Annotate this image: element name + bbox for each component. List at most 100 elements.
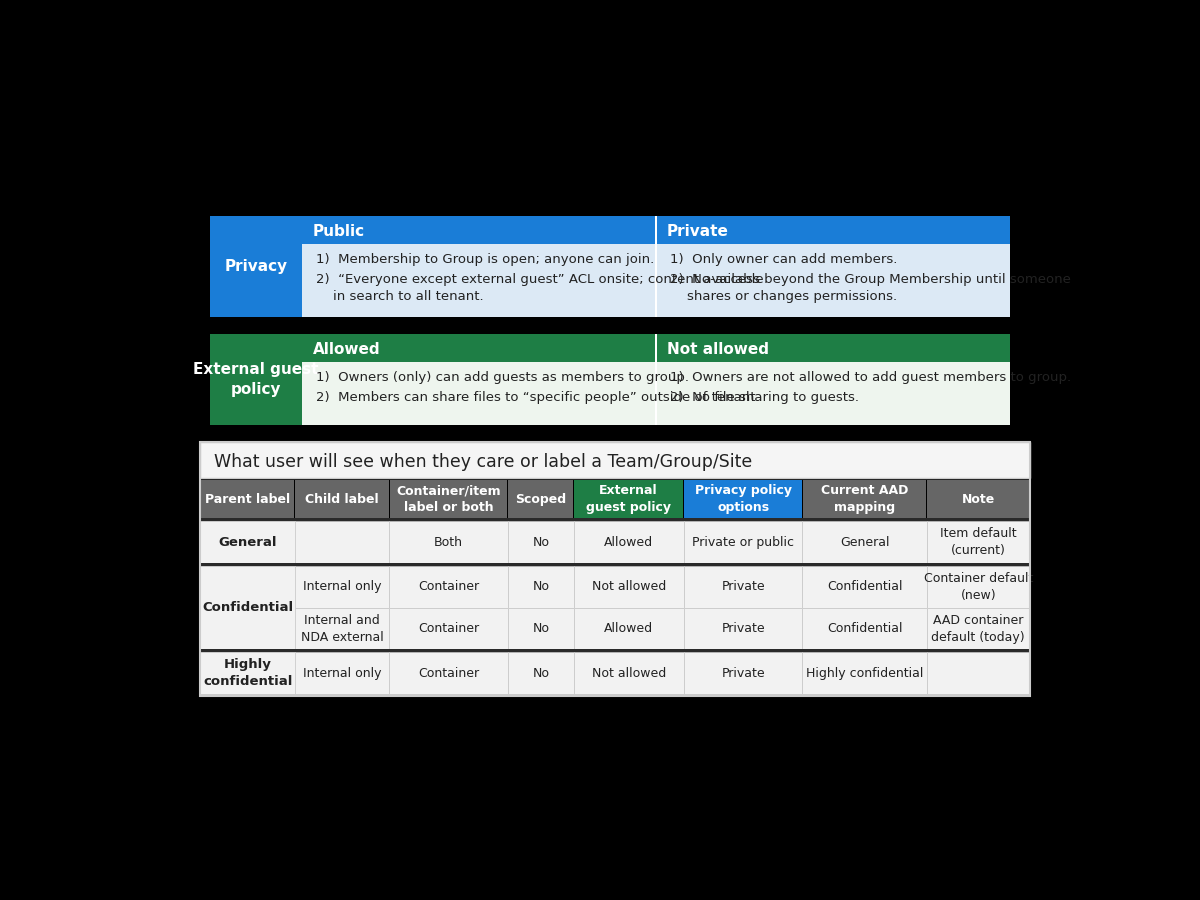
- Bar: [926, 566, 1030, 608]
- Text: 2)  Members can share files to “specific people” outside of tenant.: 2) Members can share files to “specific …: [316, 392, 760, 404]
- Bar: [656, 362, 1010, 425]
- Text: No: No: [533, 536, 550, 549]
- Bar: [656, 216, 1010, 244]
- Text: Private: Private: [721, 622, 764, 635]
- Bar: [200, 442, 1030, 696]
- Text: 1)  Owners are not allowed to add guest members to group.: 1) Owners are not allowed to add guest m…: [670, 372, 1072, 384]
- Text: External
guest policy: External guest policy: [586, 484, 671, 514]
- Bar: [655, 216, 656, 318]
- Bar: [508, 652, 574, 694]
- Bar: [574, 566, 684, 608]
- Text: Public: Public: [313, 223, 365, 238]
- Bar: [200, 566, 295, 649]
- Bar: [684, 652, 803, 694]
- Bar: [295, 480, 390, 518]
- Bar: [302, 362, 656, 425]
- Bar: [803, 521, 926, 563]
- Bar: [655, 335, 656, 425]
- Text: Private or public: Private or public: [692, 536, 794, 549]
- Bar: [926, 521, 1030, 563]
- Text: Private: Private: [667, 223, 728, 238]
- Bar: [574, 652, 684, 694]
- Bar: [200, 694, 1030, 696]
- Text: Not allowed: Not allowed: [592, 580, 666, 593]
- Text: What user will see when they care or label a Team/Group/Site: What user will see when they care or lab…: [215, 453, 752, 471]
- Bar: [200, 480, 295, 518]
- Bar: [200, 652, 295, 694]
- Text: Item default
(current): Item default (current): [940, 527, 1016, 557]
- Text: Current AAD
mapping: Current AAD mapping: [821, 484, 908, 514]
- Bar: [390, 521, 508, 563]
- Bar: [926, 608, 1030, 649]
- Text: No: No: [533, 580, 550, 593]
- Text: Scoped: Scoped: [515, 492, 566, 506]
- Bar: [200, 518, 1030, 521]
- Text: Internal only: Internal only: [302, 580, 382, 593]
- Bar: [803, 608, 926, 649]
- Text: Privacy: Privacy: [224, 259, 288, 274]
- Text: No: No: [533, 622, 550, 635]
- Bar: [295, 652, 390, 694]
- Text: Private: Private: [721, 667, 764, 680]
- Text: 1)  Membership to Group is open; anyone can join.: 1) Membership to Group is open; anyone c…: [316, 253, 654, 266]
- Text: Allowed: Allowed: [604, 536, 653, 549]
- Bar: [803, 566, 926, 608]
- Bar: [295, 566, 390, 608]
- Bar: [574, 608, 684, 649]
- Text: Parent label: Parent label: [205, 492, 290, 506]
- Text: 2)  No file sharing to guests.: 2) No file sharing to guests.: [670, 392, 859, 404]
- Bar: [656, 335, 1010, 362]
- Text: Confidential: Confidential: [827, 580, 902, 593]
- Text: AAD container
default (today): AAD container default (today): [931, 614, 1025, 644]
- Text: Container/item
label or both: Container/item label or both: [396, 484, 502, 514]
- Bar: [302, 216, 656, 244]
- Text: No: No: [533, 667, 550, 680]
- Bar: [390, 608, 508, 649]
- Text: Confidential: Confidential: [827, 622, 902, 635]
- Bar: [926, 480, 1030, 518]
- Text: External guest
policy: External guest policy: [193, 363, 319, 397]
- Bar: [508, 480, 574, 518]
- Bar: [684, 521, 803, 563]
- Text: Container: Container: [418, 580, 479, 593]
- Text: Both: Both: [434, 536, 463, 549]
- Text: 1)  Only owner can add members.: 1) Only owner can add members.: [670, 253, 898, 266]
- Bar: [295, 608, 390, 649]
- Text: Private: Private: [721, 580, 764, 593]
- Text: Container: Container: [418, 667, 479, 680]
- Bar: [390, 480, 508, 518]
- Text: 2)  “Everyone except external guest” ACL onsite; content available
    in search: 2) “Everyone except external guest” ACL …: [316, 273, 763, 302]
- Text: Internal and
NDA external: Internal and NDA external: [301, 614, 384, 644]
- Bar: [926, 652, 1030, 694]
- Text: Allowed: Allowed: [313, 342, 380, 357]
- Text: Not allowed: Not allowed: [667, 342, 769, 357]
- Text: Internal only: Internal only: [302, 667, 382, 680]
- Bar: [508, 608, 574, 649]
- Bar: [684, 608, 803, 649]
- Text: Not allowed: Not allowed: [592, 667, 666, 680]
- Bar: [200, 521, 295, 563]
- Bar: [302, 244, 656, 318]
- Text: Highly
confidential: Highly confidential: [203, 658, 293, 688]
- Text: 2)  No-access beyond the Group Membership until someone
    shares or changes pe: 2) No-access beyond the Group Membership…: [670, 273, 1070, 302]
- Bar: [508, 521, 574, 563]
- Bar: [803, 480, 926, 518]
- Bar: [684, 480, 803, 518]
- Bar: [390, 652, 508, 694]
- Text: General: General: [218, 536, 277, 549]
- Bar: [390, 566, 508, 608]
- Bar: [200, 563, 1030, 566]
- Text: Privacy policy
options: Privacy policy options: [695, 484, 792, 514]
- Bar: [656, 244, 1010, 318]
- Text: Note: Note: [961, 492, 995, 506]
- Bar: [574, 521, 684, 563]
- Bar: [684, 566, 803, 608]
- Bar: [210, 216, 302, 318]
- Text: Confidential: Confidential: [202, 601, 293, 614]
- Bar: [200, 649, 1030, 652]
- Bar: [295, 521, 390, 563]
- Bar: [302, 335, 656, 362]
- Bar: [508, 566, 574, 608]
- Bar: [210, 335, 302, 425]
- Text: Allowed: Allowed: [604, 622, 653, 635]
